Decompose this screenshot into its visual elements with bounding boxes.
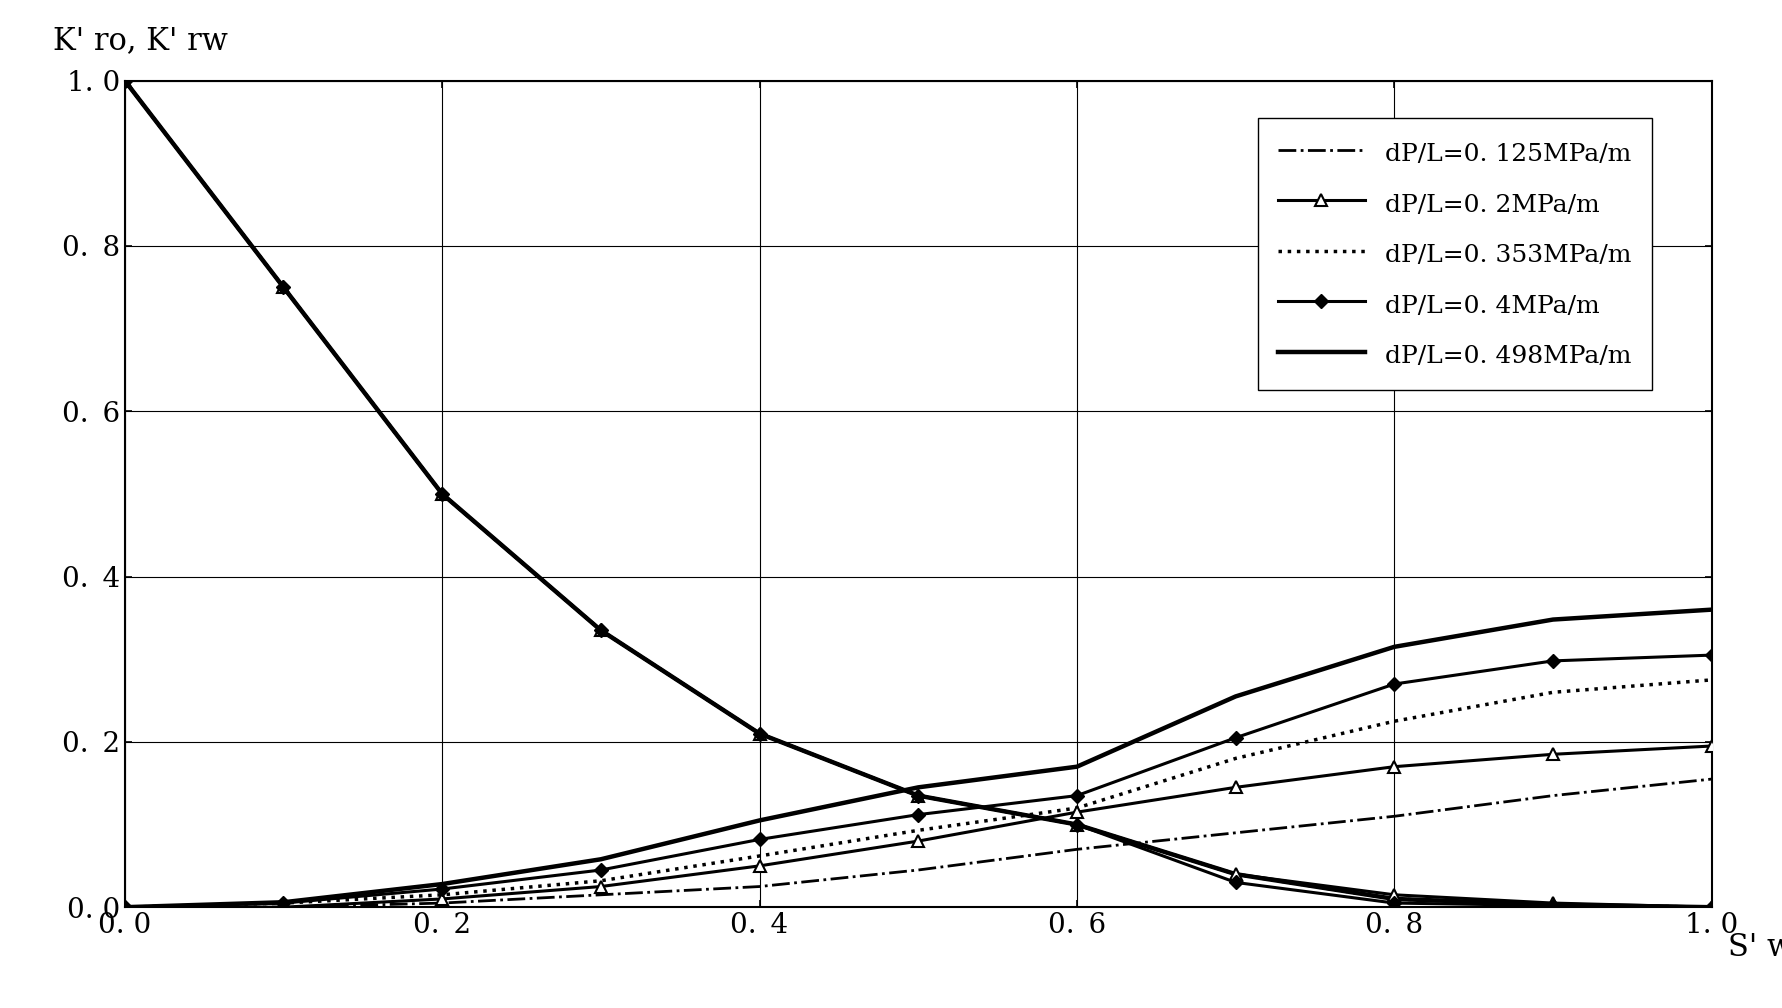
Text: K' ro, K' rw: K' ro, K' rw <box>53 25 228 55</box>
Legend: dP/L=0. 125MPa/m, dP/L=0. 2MPa/m, dP/L=0. 353MPa/m, dP/L=0. 4MPa/m, dP/L=0. 498M: dP/L=0. 125MPa/m, dP/L=0. 2MPa/m, dP/L=0… <box>1256 118 1650 390</box>
Text: S' w: S' w <box>1727 932 1782 963</box>
